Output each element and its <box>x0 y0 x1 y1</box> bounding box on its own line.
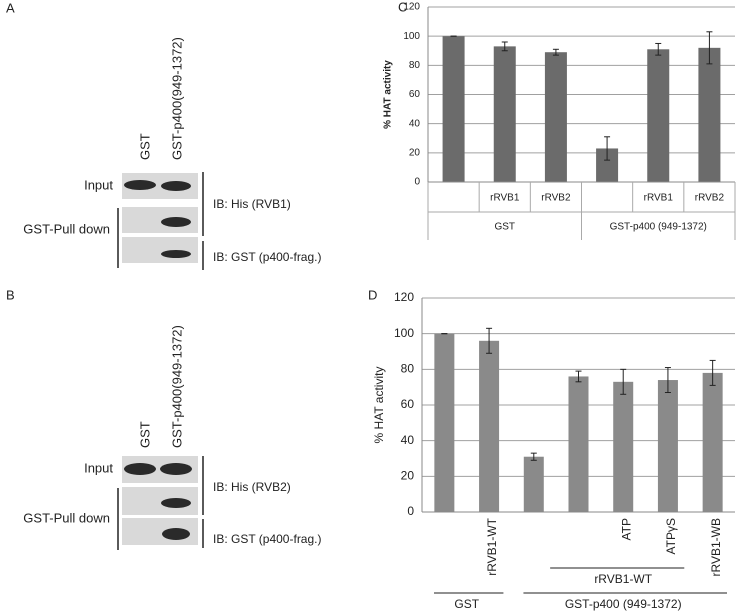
x-tick-label: ATPγS <box>664 518 678 554</box>
group-label: GST-p400 (949-1372) <box>610 222 707 233</box>
panel-letter: D <box>368 287 377 302</box>
bar <box>657 380 678 512</box>
band <box>160 463 192 475</box>
bar <box>568 376 589 512</box>
bar <box>613 381 634 512</box>
ib-label: IB: GST (p400-frag.) <box>213 250 322 264</box>
y-tick-label: 0 <box>414 177 420 188</box>
ib-label: IB: His (RVB1) <box>213 197 291 211</box>
bar <box>434 333 455 512</box>
band <box>161 250 191 258</box>
band <box>161 498 191 508</box>
y-tick-label: 0 <box>407 504 414 518</box>
lane-label: GST-p400(949-1372) <box>169 37 184 160</box>
panel-b: B GST GST-p400(949-1372) Input GST-Pull … <box>6 287 322 550</box>
y-tick-label: 100 <box>403 31 420 42</box>
y-tick-label: 100 <box>394 326 414 340</box>
bar <box>698 47 721 183</box>
y-tick-label: 60 <box>401 397 415 411</box>
y-tick-label: 20 <box>409 147 421 158</box>
panel-letter: B <box>6 287 15 302</box>
band <box>161 217 191 227</box>
x-tick-label: rRVB1-WB <box>709 518 723 576</box>
lane-label: GST <box>137 421 152 448</box>
x-tick-label: rRVB1 <box>644 193 674 204</box>
row-label: GST-Pull down <box>23 221 110 236</box>
row-label: Input <box>84 460 113 475</box>
y-tick-label: 40 <box>409 118 421 129</box>
lane-label: GST <box>137 133 152 160</box>
x-tick-label: rRVB1 <box>490 193 520 204</box>
bar <box>493 46 516 182</box>
band <box>161 181 191 191</box>
y-axis-label: % HAT activity <box>372 367 386 444</box>
y-tick-label: 120 <box>394 290 414 304</box>
x-tick-label: rRVB2 <box>541 193 571 204</box>
x-tick-label: rRVB2 <box>695 193 725 204</box>
panel-letter: A <box>6 0 15 15</box>
blot <box>122 237 198 263</box>
bar <box>544 52 567 183</box>
y-tick-label: 60 <box>409 89 421 100</box>
bar <box>702 372 723 512</box>
bar <box>442 36 465 182</box>
y-tick-label: 120 <box>403 2 420 13</box>
group-label: GST-p400 (949-1372) <box>565 597 682 611</box>
band <box>124 180 156 190</box>
band <box>124 463 156 475</box>
x-tick-label: rRVB1-WT <box>485 517 499 575</box>
group-label: GST <box>494 222 515 233</box>
ib-label: IB: GST (p400-frag.) <box>213 532 322 546</box>
ib-label: IB: His (RVB2) <box>213 480 291 494</box>
y-axis-label: % HAT activity <box>383 60 394 129</box>
lane-label: GST-p400(949-1372) <box>169 325 184 448</box>
x-tick-label: ATP <box>619 518 633 540</box>
bar <box>596 148 619 182</box>
panel-letter: C <box>398 0 407 14</box>
subgroup-label: rRVB1-WT <box>594 572 652 586</box>
row-label: GST-Pull down <box>23 510 110 525</box>
bar <box>523 456 544 512</box>
bar <box>479 340 500 512</box>
y-tick-label: 80 <box>409 60 421 71</box>
y-tick-label: 20 <box>401 469 415 483</box>
panel-a: A GST GST-p400(949-1372) Input GST-Pull … <box>6 0 322 270</box>
bar <box>647 49 670 182</box>
y-tick-label: 80 <box>401 362 415 376</box>
row-label: Input <box>84 177 113 192</box>
group-label: GST <box>454 597 479 611</box>
y-tick-label: 40 <box>401 433 415 447</box>
band <box>162 528 190 540</box>
